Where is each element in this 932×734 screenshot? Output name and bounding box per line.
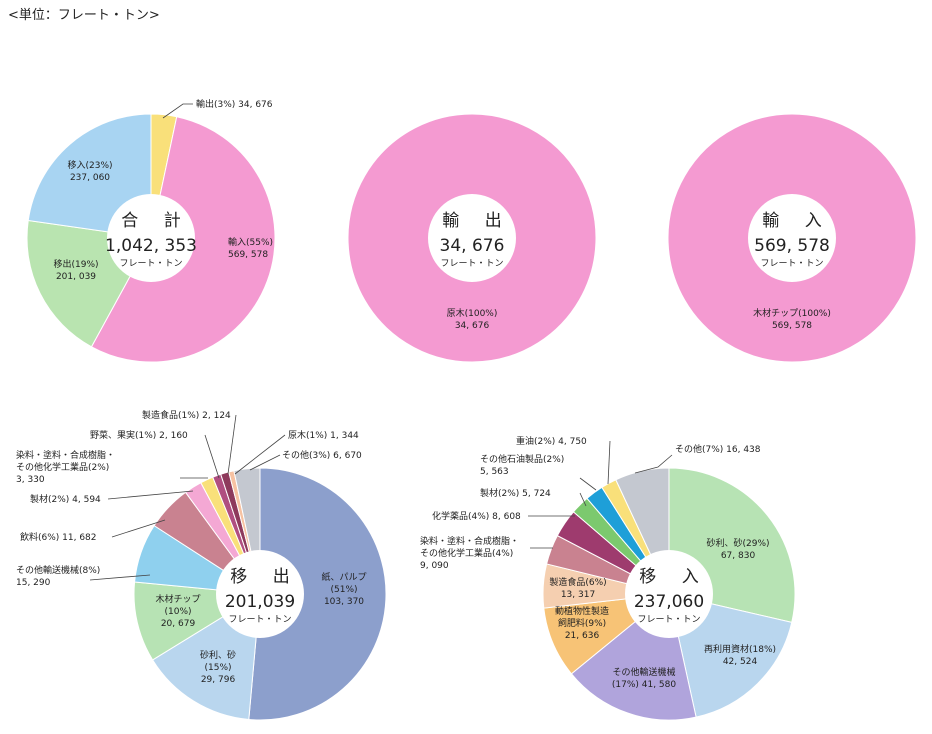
slice-label: 再利用資材(18%) 42, 524 — [704, 643, 776, 667]
slice-label: その他石油製品(2%) 5, 563 — [480, 453, 564, 477]
center-disc — [107, 194, 195, 282]
slice-label: 輸出(3%) 34, 676 — [196, 98, 273, 110]
center-unit: フレート・トン — [119, 259, 182, 269]
center-title: 輸 入 — [762, 211, 831, 231]
slice-label: その他輸送機械(17%) 41, 580 — [612, 666, 677, 690]
center-value: 201,039 — [225, 592, 295, 612]
center-title: 合 計 — [121, 211, 190, 231]
pie-chart-4: 移 入 237,060 フレート・トン 砂利、砂(29%) 67, 830 再利用資材(1… — [420, 435, 796, 721]
center-title: 移 入 — [639, 567, 708, 587]
center-disc — [748, 194, 836, 282]
slice-label: その他(3%) 6, 670 — [282, 449, 362, 461]
slice-label: その他輸送機械(8%) 15, 290 — [16, 564, 100, 588]
leader-line — [249, 454, 281, 471]
center-value: 237,060 — [634, 592, 704, 612]
slice-label: 輸入(55%) 569, 578 — [228, 236, 273, 260]
slice-label: 砂利、砂(15%) 29, 796 — [200, 649, 236, 685]
slice-label: 紙、パルプ(51%) 103, 370 — [321, 571, 366, 607]
slice-label: 木材チップ(10%) 20, 679 — [155, 593, 200, 629]
slice-label: 染料・塗料・合成樹脂・その他化学工業品(4%) 9, 090 — [420, 535, 519, 571]
slice-label: 木材チップ(100%) 569, 578 — [753, 307, 831, 331]
pie-chart-0: 合 計 1,042, 353 フレート・トン 輸出(3%) 34, 676 輸入(55%… — [26, 98, 276, 363]
center-unit: フレート・トン — [228, 615, 291, 625]
leader-line — [234, 434, 286, 475]
slice-label: 化学薬品(4%) 8, 608 — [432, 510, 521, 522]
slice-label: 製材(2%) 4, 594 — [30, 493, 101, 505]
leader-line — [227, 414, 237, 475]
slice-label: 原木(100%) 34, 676 — [447, 307, 498, 331]
center-disc — [428, 194, 516, 282]
slice-label: 移入(23%) 237, 060 — [67, 159, 112, 183]
slice-label: 重油(2%) 4, 750 — [516, 435, 587, 447]
slice-label: 移出(19%) 201, 039 — [53, 258, 98, 282]
center-title: 移 出 — [230, 567, 299, 587]
leader-line — [579, 477, 597, 491]
slice-label: 製造食品(1%) 2, 124 — [142, 409, 231, 421]
leader-line — [162, 103, 193, 119]
center-value: 569, 578 — [754, 236, 830, 256]
unit-label: <単位：フレート・トン> — [8, 8, 160, 23]
leader-line — [107, 490, 194, 500]
slice-label: 動植物性製造飼肥料(9%) 21, 636 — [555, 605, 609, 641]
leader-line — [579, 492, 587, 507]
slice-label: 製材(2%) 5, 724 — [480, 487, 551, 499]
leader-line — [607, 440, 611, 485]
center-disc — [625, 550, 713, 638]
center-disc — [216, 550, 304, 638]
leader-line — [111, 519, 166, 538]
slice-label: 原木(1%) 1, 344 — [288, 429, 359, 441]
slice-label: 製造食品(6%) 13, 317 — [549, 576, 606, 600]
leader-line — [204, 434, 220, 479]
center-title: 輸 出 — [442, 211, 511, 231]
center-value: 34, 676 — [440, 236, 505, 256]
pie-chart-3: 移 出 201,039 フレート・トン 紙、パルプ(51%) 103, 370 砂利、砂(… — [16, 409, 387, 721]
slice-label: 野菜、果実(1%) 2, 160 — [90, 429, 188, 441]
slice-label: その他(7%) 16, 438 — [675, 443, 761, 455]
center-unit: フレート・トン — [637, 615, 700, 625]
pie-slice — [248, 467, 387, 721]
leader-line — [89, 574, 151, 581]
slice-label: 砂利、砂(29%) 67, 830 — [706, 537, 769, 561]
slice-label: 染料・塗料・合成樹脂・その他化学工業品(2%) 3, 330 — [16, 449, 115, 485]
center-value: 1,042, 353 — [105, 236, 197, 256]
center-unit: フレート・トン — [760, 259, 823, 269]
leader-line — [634, 454, 673, 474]
slice-label: 飲料(6%) 11, 682 — [20, 531, 97, 543]
center-unit: フレート・トン — [440, 259, 503, 269]
